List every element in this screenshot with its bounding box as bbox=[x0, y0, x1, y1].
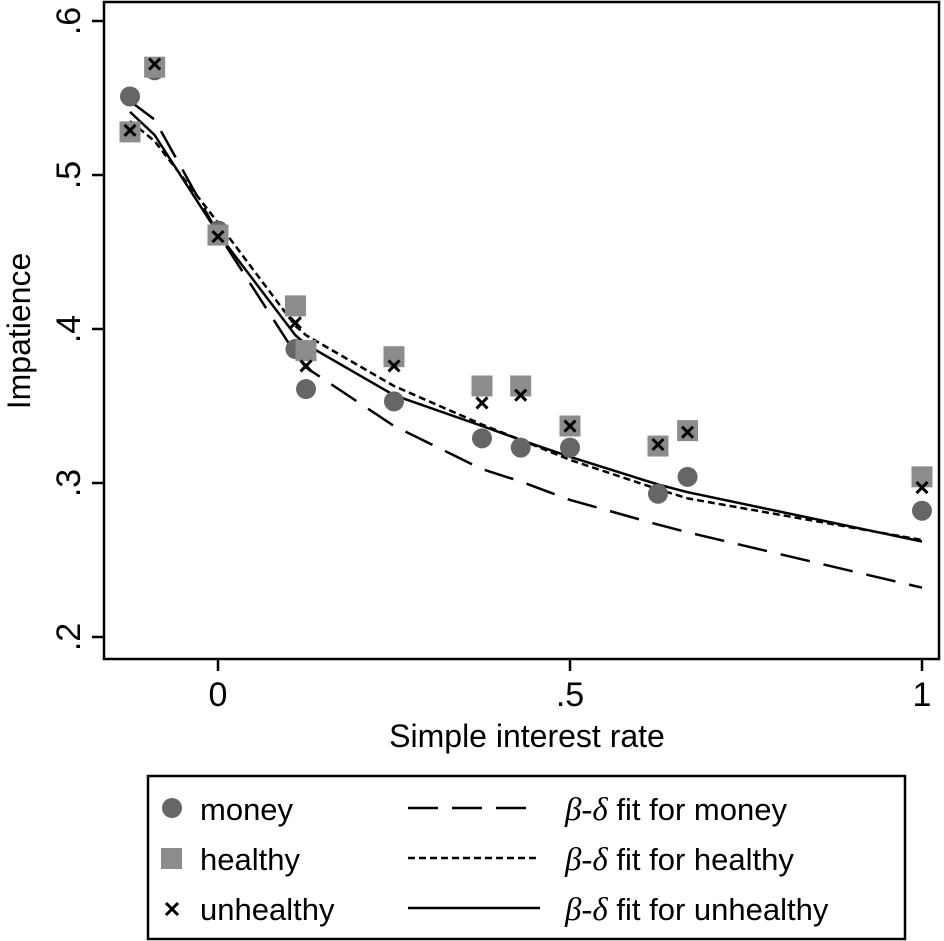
money-point bbox=[120, 86, 140, 107]
unhealthy-point bbox=[651, 437, 665, 452]
money-point bbox=[510, 437, 531, 458]
y-axis-title: Impatience bbox=[1, 253, 37, 410]
unhealthy-point bbox=[211, 230, 225, 244]
y-tick-label: .5 bbox=[50, 161, 88, 189]
money-point bbox=[384, 391, 404, 412]
legend-healthy-fit-label: β-δ fit for healthy bbox=[564, 842, 794, 878]
legend-money-marker bbox=[162, 798, 182, 818]
markers bbox=[119, 56, 933, 521]
unhealthy-point bbox=[148, 57, 162, 71]
legend-money-label: money bbox=[200, 792, 294, 827]
legend-unhealthy-label: unhealthy bbox=[200, 892, 335, 927]
x-tick-label: .5 bbox=[556, 676, 584, 714]
y-tick-label: .6 bbox=[50, 7, 88, 35]
y-tick-label: .3 bbox=[50, 469, 88, 497]
x-axis-title: Simple interest rate bbox=[389, 718, 665, 754]
unhealthy-point bbox=[288, 316, 303, 330]
y-axis: .2 .3 .4 .5 .6 bbox=[50, 7, 104, 651]
legend-money-fit-label: β-δ fit for money bbox=[564, 792, 787, 828]
unhealthy-point bbox=[123, 123, 137, 137]
money-point bbox=[560, 437, 580, 458]
healthy-point bbox=[144, 56, 166, 78]
healthy-point bbox=[295, 340, 317, 362]
legend-healthy-label: healthy bbox=[200, 842, 300, 877]
x-axis: 0.5 1 bbox=[209, 659, 932, 714]
healthy-point bbox=[471, 375, 493, 397]
legend-frame bbox=[146, 774, 907, 941]
unhealthy-fit-line bbox=[129, 110, 923, 543]
money-point bbox=[677, 466, 698, 487]
healthy-point bbox=[284, 295, 306, 317]
legend-unhealthy-marker bbox=[164, 901, 180, 917]
healthy-fit-line bbox=[129, 120, 923, 542]
x-tick-label: 0 bbox=[209, 676, 228, 714]
unhealthy-point bbox=[475, 396, 489, 410]
unhealthy-point bbox=[563, 419, 577, 433]
unhealthy-point bbox=[514, 388, 528, 402]
money-fit-line bbox=[129, 100, 923, 589]
legend-healthy-marker bbox=[161, 848, 182, 869]
money-point bbox=[912, 500, 932, 521]
money-point bbox=[296, 379, 316, 400]
fit-lines bbox=[129, 100, 923, 589]
plot-frame bbox=[102, 0, 941, 661]
legend-unhealthy-fit-label: β-δ fit for unhealthy bbox=[564, 892, 829, 928]
money-point bbox=[472, 428, 492, 449]
legend: money healthy unhealthy β-δ fit for mone… bbox=[146, 774, 907, 941]
unhealthy-point bbox=[299, 359, 313, 373]
healthy-point bbox=[911, 466, 933, 488]
unhealthy-point bbox=[681, 425, 695, 439]
unhealthy-point bbox=[915, 481, 929, 495]
unhealthy-point bbox=[387, 359, 401, 373]
x-tick-label: 1 bbox=[913, 676, 932, 714]
y-tick-label: .2 bbox=[50, 623, 88, 651]
y-tick-label: .4 bbox=[50, 315, 88, 343]
money-point bbox=[648, 483, 668, 504]
